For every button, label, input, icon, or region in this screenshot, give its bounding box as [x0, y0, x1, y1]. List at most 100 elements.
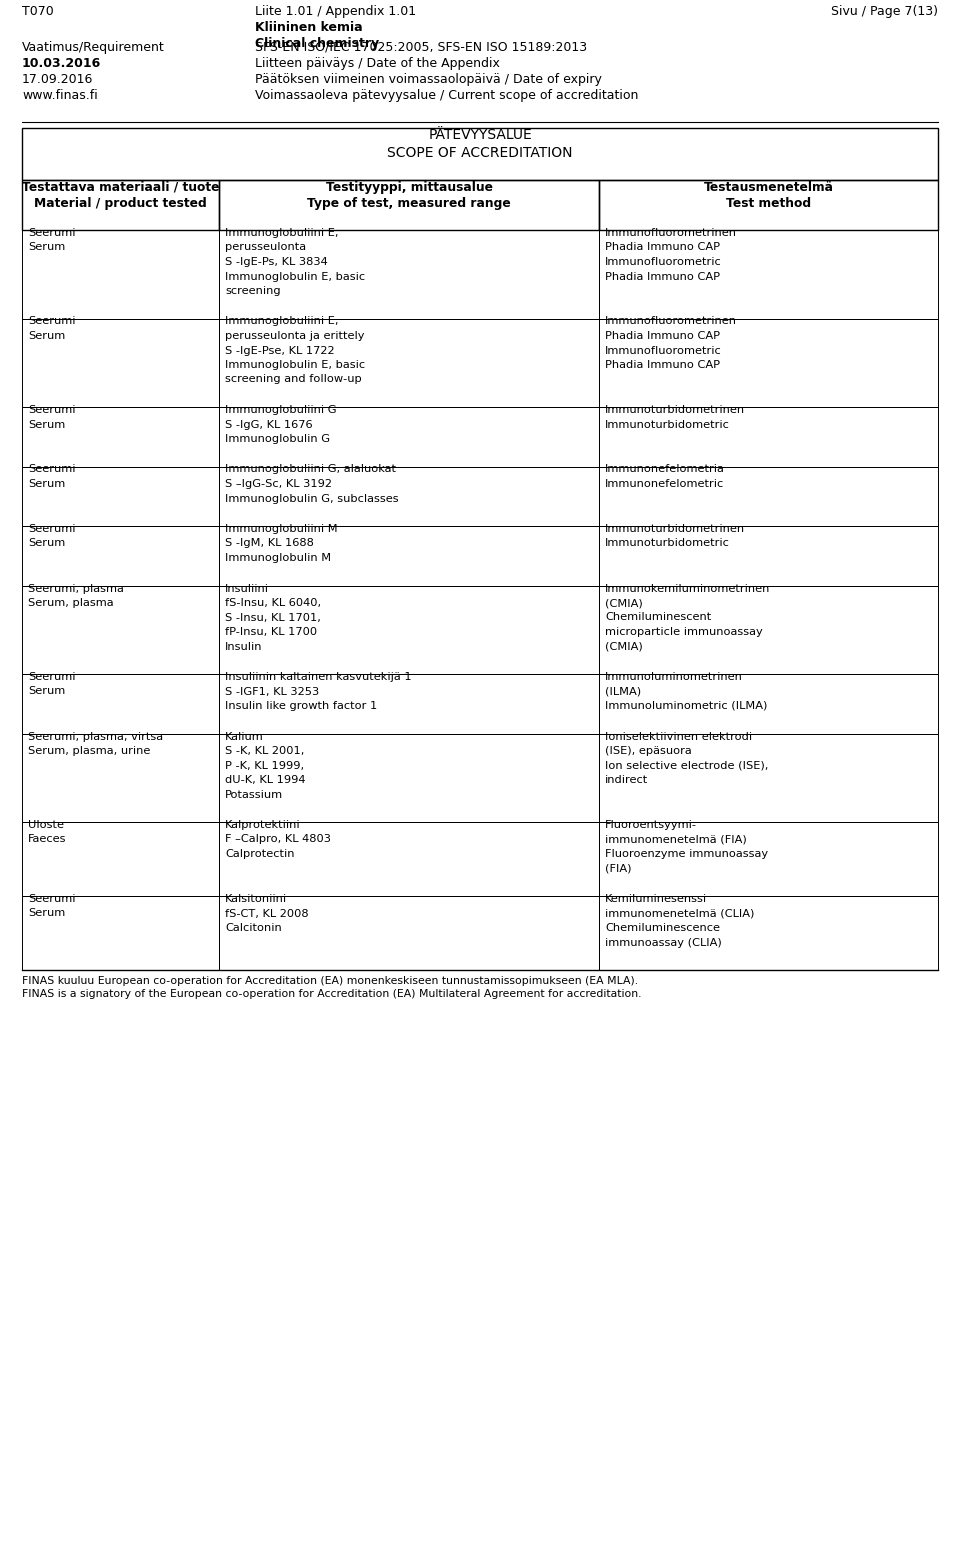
Text: screening and follow-up: screening and follow-up — [225, 375, 362, 384]
Text: S –IgG-Sc, KL 3192: S –IgG-Sc, KL 3192 — [225, 479, 332, 490]
Text: Vaatimus/Requirement: Vaatimus/Requirement — [22, 40, 165, 54]
Bar — [22, 822, 219, 897]
Text: Immunoglobuliini E,: Immunoglobuliini E, — [225, 228, 339, 238]
Text: Liitteen päiväys / Date of the Appendix: Liitteen päiväys / Date of the Appendix — [255, 57, 500, 70]
Text: fS-CT, KL 2008: fS-CT, KL 2008 — [225, 909, 308, 918]
Text: perusseulonta ja erittely: perusseulonta ja erittely — [225, 331, 365, 340]
Bar — [219, 407, 599, 466]
Text: Immunoglobuliini E,: Immunoglobuliini E, — [225, 317, 339, 326]
Bar — [22, 180, 219, 230]
Text: Immunoglobulin G: Immunoglobulin G — [225, 434, 330, 444]
Text: www.finas.fi: www.finas.fi — [22, 89, 98, 103]
Text: S -IGF1, KL 3253: S -IGF1, KL 3253 — [225, 687, 319, 696]
Text: Uloste: Uloste — [28, 821, 64, 830]
Text: (CMIA): (CMIA) — [605, 598, 643, 608]
Text: Serum: Serum — [28, 479, 65, 490]
Bar — [22, 127, 938, 180]
Text: Seerumi, plasma: Seerumi, plasma — [28, 583, 124, 594]
Text: Faeces: Faeces — [28, 834, 66, 844]
Text: Phadia Immuno CAP: Phadia Immuno CAP — [605, 272, 720, 281]
Bar — [22, 319, 219, 407]
Text: Clinical chemistry: Clinical chemistry — [255, 37, 379, 50]
Text: Seerumi: Seerumi — [28, 894, 76, 904]
Text: (ILMA): (ILMA) — [605, 687, 641, 696]
Bar — [599, 525, 938, 586]
Text: Immunoglobuliini G: Immunoglobuliini G — [225, 406, 336, 415]
Text: dU-K, KL 1994: dU-K, KL 1994 — [225, 775, 305, 785]
Bar — [219, 230, 599, 319]
Text: Päätöksen viimeinen voimassaolopäivä / Date of expiry: Päätöksen viimeinen voimassaolopäivä / D… — [255, 73, 602, 85]
Bar — [599, 319, 938, 407]
Text: Immunoglobulin E, basic: Immunoglobulin E, basic — [225, 272, 365, 281]
Text: Fluoroentsyymi-: Fluoroentsyymi- — [605, 821, 697, 830]
Text: Kalium: Kalium — [225, 732, 264, 741]
Text: Immunoluminometrinen: Immunoluminometrinen — [605, 671, 743, 682]
Text: fP-Insu, KL 1700: fP-Insu, KL 1700 — [225, 626, 317, 637]
Bar — [22, 407, 219, 466]
Text: Testattava materiaali / tuote: Testattava materiaali / tuote — [22, 180, 219, 194]
Text: Immunoturbidometric: Immunoturbidometric — [605, 539, 730, 549]
Bar — [599, 733, 938, 822]
Text: Seerumi: Seerumi — [28, 406, 76, 415]
Text: (FIA): (FIA) — [605, 864, 632, 873]
Text: Immunoturbidometrinen: Immunoturbidometrinen — [605, 406, 745, 415]
Bar — [22, 897, 219, 970]
Text: Ion selective electrode (ISE),: Ion selective electrode (ISE), — [605, 760, 768, 771]
Text: S -Insu, KL 1701,: S -Insu, KL 1701, — [225, 612, 321, 623]
Text: PÄTEVYYSALUE: PÄTEVYYSALUE — [428, 127, 532, 141]
Bar — [599, 407, 938, 466]
Text: Sivu / Page 7(13): Sivu / Page 7(13) — [831, 5, 938, 19]
Text: (CMIA): (CMIA) — [605, 642, 643, 651]
Bar — [219, 319, 599, 407]
Bar — [599, 897, 938, 970]
Bar — [219, 733, 599, 822]
Bar — [599, 674, 938, 733]
Text: Liite 1.01 / Appendix 1.01: Liite 1.01 / Appendix 1.01 — [255, 5, 416, 19]
Text: Testausmenetelmä: Testausmenetelmä — [704, 180, 833, 194]
Text: T070: T070 — [22, 5, 54, 19]
Text: Serum: Serum — [28, 539, 65, 549]
Text: Ioniselektiivinen elektrodi: Ioniselektiivinen elektrodi — [605, 732, 753, 741]
Bar — [22, 733, 219, 822]
Text: Serum: Serum — [28, 331, 65, 340]
Text: immunomenetelmä (FIA): immunomenetelmä (FIA) — [605, 834, 747, 844]
Text: S -K, KL 2001,: S -K, KL 2001, — [225, 746, 304, 755]
Text: Insuliinin kaltainen kasvutekijä 1: Insuliinin kaltainen kasvutekijä 1 — [225, 671, 412, 682]
Text: Phadia Immuno CAP: Phadia Immuno CAP — [605, 331, 720, 340]
Text: Type of test, measured range: Type of test, measured range — [307, 197, 511, 210]
Text: Seerumi: Seerumi — [28, 671, 76, 682]
Text: Voimassaoleva pätevyysalue / Current scope of accreditation: Voimassaoleva pätevyysalue / Current sco… — [255, 89, 638, 103]
Text: 10.03.2016: 10.03.2016 — [22, 57, 101, 70]
Text: Serum: Serum — [28, 242, 65, 252]
Bar — [599, 586, 938, 674]
Bar — [219, 897, 599, 970]
Text: Testityyppi, mittausalue: Testityyppi, mittausalue — [325, 180, 492, 194]
Bar — [599, 466, 938, 525]
Text: Seerumi: Seerumi — [28, 228, 76, 238]
Bar — [599, 230, 938, 319]
Text: Immunonefelometria: Immunonefelometria — [605, 465, 725, 474]
Text: Seerumi, plasma, virtsa: Seerumi, plasma, virtsa — [28, 732, 163, 741]
Bar — [219, 822, 599, 897]
Text: Kemiluminesenssi: Kemiluminesenssi — [605, 894, 708, 904]
Text: screening: screening — [225, 286, 280, 295]
Text: Serum, plasma, urine: Serum, plasma, urine — [28, 746, 151, 755]
Text: Potassium: Potassium — [225, 789, 283, 799]
Text: Serum, plasma: Serum, plasma — [28, 598, 113, 608]
Text: Immunofluorometric: Immunofluorometric — [605, 256, 722, 267]
Text: Phadia Immuno CAP: Phadia Immuno CAP — [605, 242, 720, 252]
Bar — [219, 466, 599, 525]
Text: Immunofluorometrinen: Immunofluorometrinen — [605, 317, 737, 326]
Text: Insulin: Insulin — [225, 642, 262, 651]
Text: FINAS is a signatory of the European co-operation for Accreditation (EA) Multila: FINAS is a signatory of the European co-… — [22, 988, 641, 999]
Text: Seerumi: Seerumi — [28, 524, 76, 535]
Text: S -IgE-Ps, KL 3834: S -IgE-Ps, KL 3834 — [225, 256, 327, 267]
Text: Immunoglobuliini G, alaluokat: Immunoglobuliini G, alaluokat — [225, 465, 396, 474]
Text: F –Calpro, KL 4803: F –Calpro, KL 4803 — [225, 834, 331, 844]
Text: Serum: Serum — [28, 420, 65, 429]
Bar — [599, 822, 938, 897]
Text: SFS-EN ISO/IEC 17025:2005, SFS-EN ISO 15189:2013: SFS-EN ISO/IEC 17025:2005, SFS-EN ISO 15… — [255, 40, 588, 54]
Text: Kliininen kemia: Kliininen kemia — [255, 22, 363, 34]
Text: Calprotectin: Calprotectin — [225, 848, 295, 859]
Text: Immunofluorometrinen: Immunofluorometrinen — [605, 228, 737, 238]
